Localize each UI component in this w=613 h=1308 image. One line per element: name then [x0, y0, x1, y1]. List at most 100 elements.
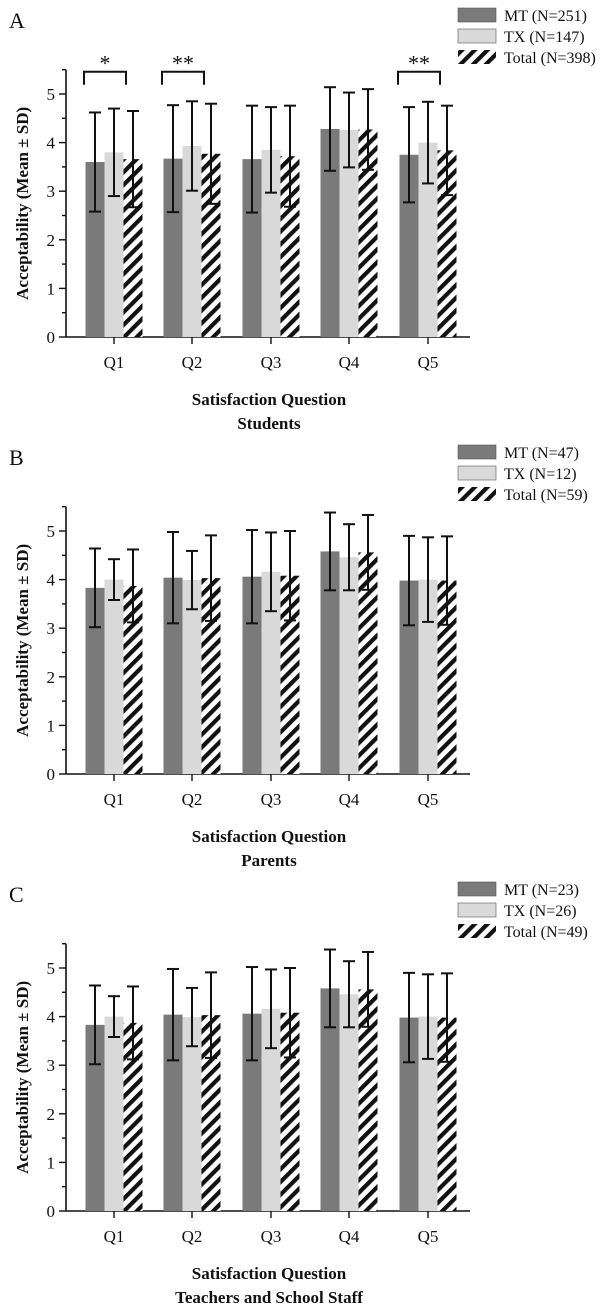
bar-q5-total	[437, 150, 457, 337]
legend-swatch-tx	[457, 902, 497, 918]
bar-q2-mt	[163, 1014, 183, 1211]
bar-q3-total	[280, 156, 300, 337]
x-axis-label: Satisfaction Question	[192, 1264, 347, 1283]
y-tick-label-5: 5	[47, 85, 56, 104]
bar-q5-tx	[418, 579, 438, 774]
bar-q3-tx	[261, 1008, 281, 1211]
legend-label-tx: TX (N=12)	[504, 466, 577, 483]
legend-label-mt: MT (N=23)	[504, 882, 579, 899]
y-tick-label-0: 0	[47, 328, 56, 347]
bar-q3-tx	[261, 571, 281, 774]
bar-q4-total	[358, 989, 378, 1211]
bar-q4-mt	[320, 988, 340, 1211]
y-tick-label-5: 5	[47, 522, 56, 541]
bar-q4-total	[358, 552, 378, 774]
legend-label-tx: TX (N=26)	[504, 903, 577, 920]
legend-swatch-mt	[457, 444, 497, 460]
bar-q5-tx	[418, 142, 438, 337]
panel-letter: C	[9, 882, 24, 907]
x-tick-label-q2: Q2	[182, 1227, 203, 1246]
legend-label-total: Total (N=59)	[504, 487, 588, 504]
y-tick-label-3: 3	[47, 182, 56, 201]
x-tick-label-q2: Q2	[182, 790, 203, 809]
legend-label-total: Total (N=49)	[504, 924, 588, 941]
panel-letter: B	[9, 445, 24, 470]
x-axis-label: Satisfaction Question	[192, 390, 347, 409]
y-tick-label-5: 5	[47, 959, 56, 978]
x-axis-sublabel: Students	[237, 414, 301, 433]
bar-q1-tx	[104, 152, 124, 337]
bar-q2-mt	[163, 158, 183, 337]
bar-q2-total	[201, 578, 221, 774]
x-tick-label-q2: Q2	[182, 353, 203, 372]
x-tick-label-q5: Q5	[418, 790, 439, 809]
bar-q4-tx	[339, 994, 359, 1211]
bar-q4-mt	[320, 128, 340, 337]
y-tick-label-0: 0	[47, 1202, 56, 1221]
bar-q3-mt	[242, 1013, 262, 1211]
x-tick-label-q3: Q3	[261, 1227, 282, 1246]
bar-q3-total	[280, 575, 300, 774]
bar-q5-total	[437, 1017, 457, 1211]
x-tick-label-q4: Q4	[339, 353, 360, 372]
x-tick-label-q3: Q3	[261, 353, 282, 372]
bar-q3-total	[280, 1012, 300, 1211]
panel-letter: A	[9, 8, 25, 33]
y-tick-label-1: 1	[47, 1153, 56, 1172]
y-tick-label-4: 4	[47, 1008, 56, 1027]
bar-q2-tx	[182, 1017, 202, 1211]
y-tick-label-2: 2	[47, 231, 56, 250]
bar-q1-tx	[104, 1016, 124, 1211]
legend-label-mt: MT (N=251)	[504, 8, 587, 25]
x-tick-label-q5: Q5	[418, 353, 439, 372]
x-axis-sublabel: Parents	[241, 851, 297, 870]
bar-q1-mt	[85, 1024, 105, 1211]
bar-q2-mt	[163, 577, 183, 774]
x-tick-label-q4: Q4	[339, 790, 360, 809]
bar-q1-total	[123, 1022, 143, 1211]
y-tick-label-0: 0	[47, 765, 56, 784]
legend-swatch-tx	[457, 465, 497, 481]
legend-swatch-tx	[457, 28, 497, 44]
bar-q3-tx	[261, 149, 281, 337]
panel-a: A 0 1 2 3 4 5 Acceptability (Mean ± SD) Q1 Q2 Q3 Q4…	[9, 7, 596, 433]
y-tick-label-2: 2	[47, 1105, 56, 1124]
x-axis-label: Satisfaction Question	[192, 827, 347, 846]
bar-q3-mt	[242, 576, 262, 774]
x-tick-label-q5: Q5	[418, 1227, 439, 1246]
legend-swatch-total	[458, 50, 496, 64]
bar-q4-tx	[339, 129, 359, 337]
bar-q1-total	[123, 585, 143, 774]
bar-q1-tx	[104, 579, 124, 774]
bar-q2-tx	[182, 146, 202, 337]
bar-q4-mt	[320, 551, 340, 774]
y-axis-label: Acceptability (Mean ± SD)	[13, 981, 32, 1174]
bar-q5-mt	[399, 580, 419, 774]
x-tick-label-q1: Q1	[104, 790, 125, 809]
legend-label-total: Total (N=398)	[504, 50, 596, 67]
y-tick-label-1: 1	[47, 279, 56, 298]
bar-q4-total	[358, 129, 378, 337]
x-tick-label-q1: Q1	[104, 353, 125, 372]
bar-q5-mt	[399, 154, 419, 337]
x-axis-sublabel: Teachers and School Staff	[175, 1288, 363, 1307]
bar-q5-tx	[418, 1016, 438, 1211]
legend-swatch-total	[458, 487, 496, 501]
significance-bracket	[83, 70, 127, 85]
y-axis-label: Acceptability (Mean ± SD)	[13, 544, 32, 737]
y-tick-label-1: 1	[47, 716, 56, 735]
panel-b: B 0 1 2 3 4 5 Acceptability (Mean ± SD) Q1 Q2 Q3 Q4…	[9, 444, 588, 870]
chart-panels: A 0 1 2 3 4 5 Acceptability (Mean ± SD) Q1 Q2 Q3 Q4…	[9, 7, 596, 1307]
legend-swatch-mt	[457, 7, 497, 23]
legend-swatch-total	[458, 924, 496, 938]
y-tick-label-3: 3	[47, 619, 56, 638]
bar-q1-mt	[85, 587, 105, 774]
legend-label-mt: MT (N=47)	[504, 445, 579, 462]
bar-q2-tx	[182, 580, 202, 774]
legend-label-tx: TX (N=147)	[504, 29, 585, 46]
significance-label: **	[172, 51, 194, 76]
bar-q5-total	[437, 580, 457, 774]
panel-c: C 0 1 2 3 4 5 Acceptability (Mean ± SD) Q1 Q2 Q3 Q4…	[9, 881, 588, 1307]
x-tick-label-q4: Q4	[339, 1227, 360, 1246]
